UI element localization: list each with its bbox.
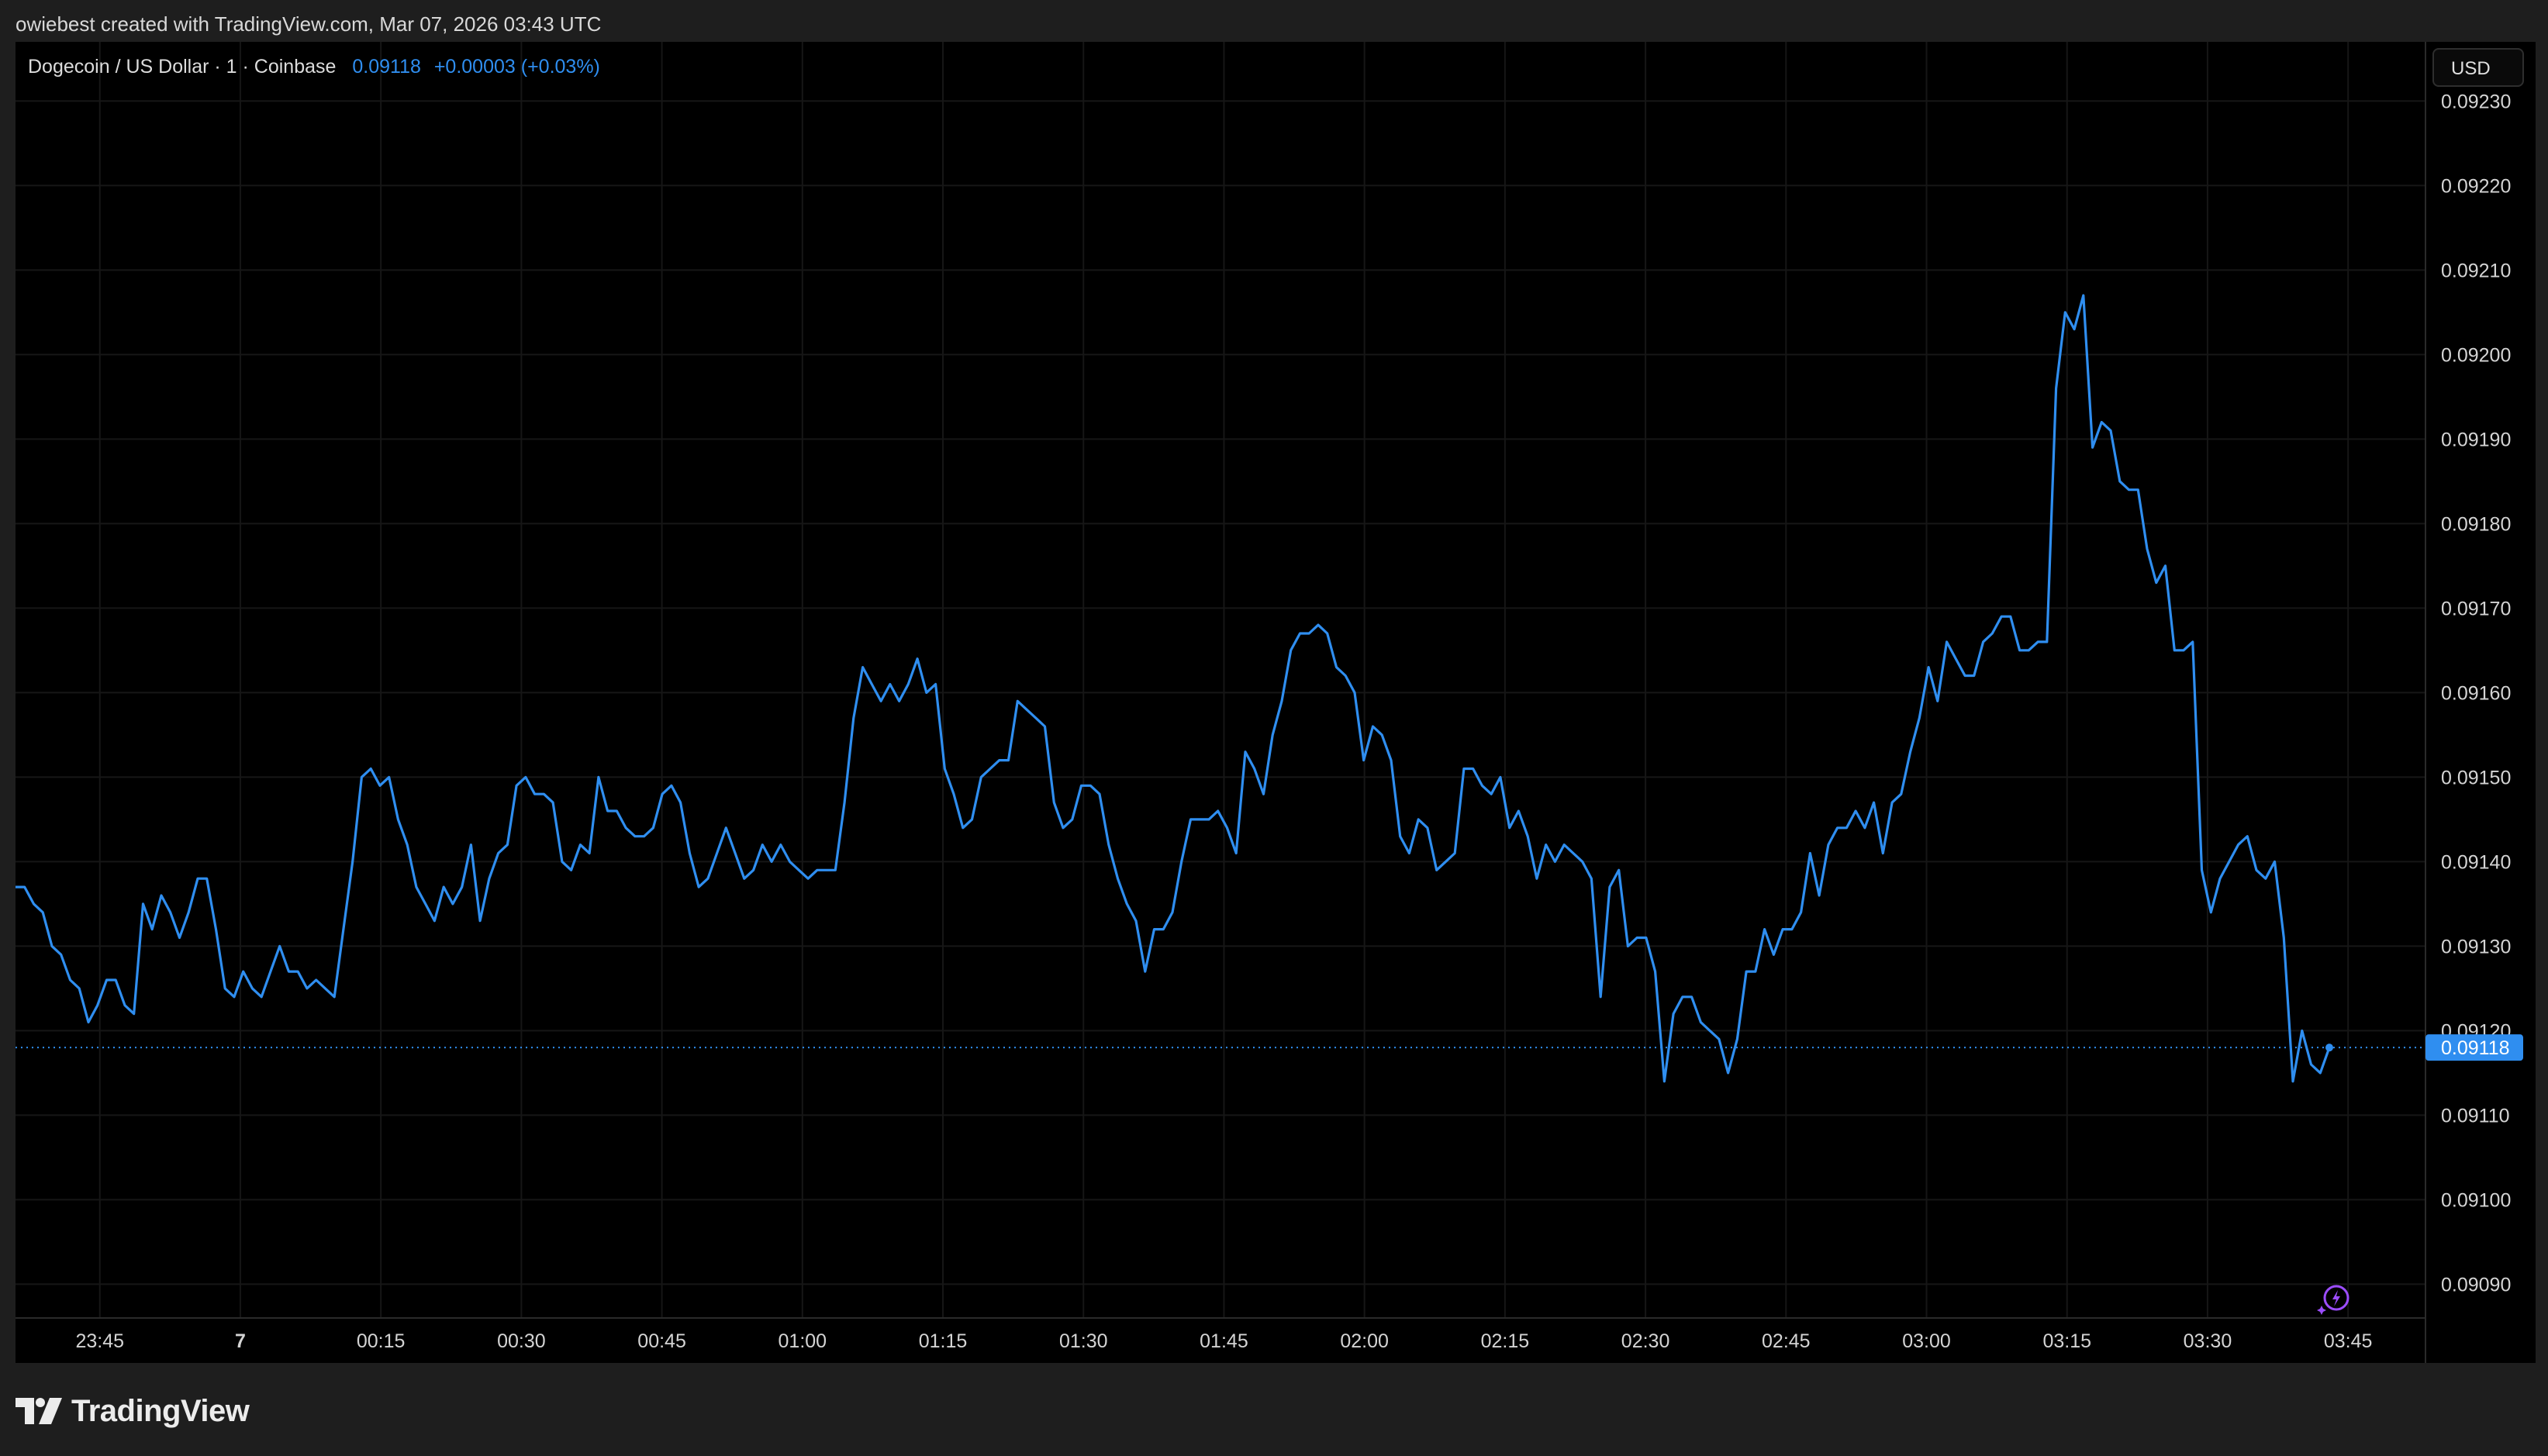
- grid-lines: [16, 42, 2425, 1318]
- x-tick-label: 03:00: [1902, 1330, 1951, 1352]
- y-tick-label: 0.09100: [2441, 1189, 2511, 1211]
- x-tick-label: 01:45: [1200, 1330, 1248, 1352]
- y-tick-label: 0.09230: [2441, 91, 2511, 112]
- currency-button[interactable]: USD: [2432, 48, 2524, 87]
- chart-area[interactable]: 0.09230 0.09220 0.09210 0.09200 0.09190 0.091…: [16, 42, 2536, 1363]
- y-tick-label: 0.09160: [2441, 682, 2511, 704]
- price-line: [16, 294, 2331, 1083]
- symbol-legend[interactable]: Dogecoin / US Dollar · 1 · Coinbase 0.09…: [28, 54, 600, 79]
- y-tick-label: 0.09110: [2441, 1105, 2510, 1127]
- price-series: [16, 294, 2425, 1083]
- legend-price: 0.09118: [352, 56, 421, 78]
- x-tick-label: 03:30: [2184, 1330, 2232, 1352]
- logo-text: TradingView: [71, 1393, 250, 1428]
- y-tick-label: 0.09140: [2441, 851, 2511, 873]
- legend-change: +0.00003 (+0.03%): [433, 56, 600, 78]
- x-tick-label: 00:45: [637, 1330, 686, 1352]
- x-tick-label: 23:45: [75, 1330, 124, 1352]
- y-tick-label: 0.09180: [2441, 513, 2511, 535]
- lightning-alert-icon[interactable]: [2315, 1281, 2352, 1318]
- last-price-label: 0.09118: [2441, 1037, 2510, 1059]
- y-tick-label: 0.09090: [2441, 1274, 2511, 1296]
- price-chart[interactable]: 0.09230 0.09220 0.09210 0.09200 0.09190 0.091…: [16, 42, 2536, 1363]
- x-tick-label: 01:00: [779, 1330, 827, 1352]
- y-tick-label: 0.09220: [2441, 175, 2511, 197]
- last-price-label-bg: [2425, 1034, 2523, 1061]
- tradingview-logo-icon: [16, 1398, 62, 1424]
- y-tick-label: 0.09170: [2441, 598, 2511, 619]
- price-axis-bg: [2425, 42, 2536, 1363]
- x-tick-label: 01:15: [919, 1330, 968, 1352]
- y-tick-label: 0.09190: [2441, 429, 2511, 450]
- y-tick-label: 0.09150: [2441, 767, 2511, 788]
- tradingview-logo[interactable]: TradingView: [16, 1389, 250, 1433]
- y-tick-label: 0.09210: [2441, 260, 2511, 281]
- y-tick-label: 0.09200: [2441, 344, 2511, 366]
- axes: 0.09230 0.09220 0.09210 0.09200 0.09190 0.091…: [16, 42, 2536, 1363]
- x-tick-label: 02:00: [1340, 1330, 1389, 1352]
- x-tick-label: 02:15: [1481, 1330, 1530, 1352]
- chart-caption: owiebest created with TradingView.com, M…: [16, 12, 602, 36]
- x-tick-label: 02:45: [1762, 1330, 1811, 1352]
- x-tick-label: 00:30: [497, 1330, 546, 1352]
- last-price-dot: [2325, 1044, 2333, 1052]
- x-tick-label: 7: [235, 1330, 246, 1352]
- x-tick-label: 00:15: [357, 1330, 406, 1352]
- x-tick-label: 03:15: [2042, 1330, 2091, 1352]
- x-tick-label: 02:30: [1621, 1330, 1670, 1352]
- y-tick-label: 0.09130: [2441, 936, 2511, 957]
- x-tick-label: 01:30: [1059, 1330, 1108, 1352]
- x-tick-label: 03:45: [2324, 1330, 2373, 1352]
- symbol-title[interactable]: Dogecoin / US Dollar · 1 · Coinbase: [28, 56, 337, 78]
